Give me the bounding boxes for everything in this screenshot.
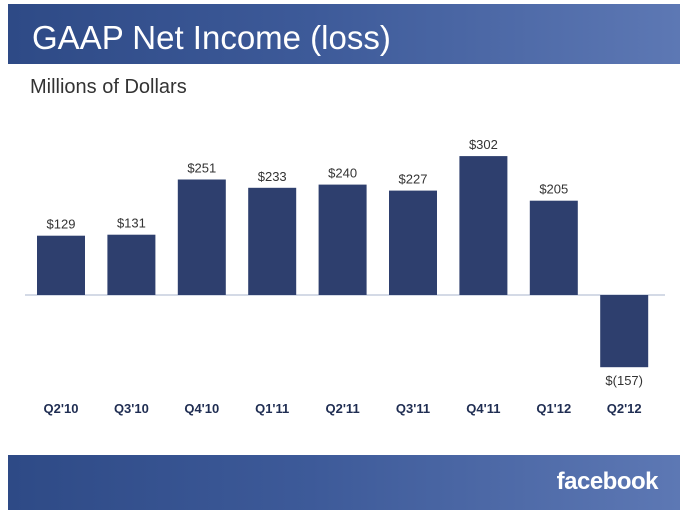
bar-7: [529, 200, 578, 295]
x-tick-label-5: Q3'11: [396, 401, 430, 416]
facebook-logo: facebook: [556, 468, 659, 495]
data-label-3: $233: [258, 169, 287, 184]
bar-4: [318, 184, 367, 295]
data-label-1: $131: [117, 216, 146, 231]
data-label-2: $251: [187, 161, 216, 176]
x-tick-label-8: Q2'12: [607, 401, 642, 416]
x-tick-label-1: Q3'10: [114, 401, 149, 416]
bar-2: [177, 179, 226, 295]
x-tick-label-4: Q2'11: [326, 401, 360, 416]
bar-1: [107, 234, 156, 295]
bar-3: [248, 187, 297, 295]
title-banner: GAAP Net Income (loss): [8, 4, 680, 64]
x-tick-label-2: Q4'10: [184, 401, 219, 416]
x-tick-label-6: Q4'11: [466, 401, 500, 416]
x-tick-label-0: Q2'10: [44, 401, 79, 416]
x-tick-label-3: Q1'11: [255, 401, 289, 416]
data-label-0: $129: [47, 217, 76, 232]
data-label-4: $240: [328, 166, 357, 181]
bar-5: [389, 190, 437, 295]
footer-banner: facebook: [8, 455, 680, 510]
data-label-7: $205: [539, 182, 568, 197]
bar-6: [459, 156, 508, 295]
x-tick-label-7: Q1'12: [536, 401, 571, 416]
bar-8: [600, 295, 649, 368]
data-label-8: $(157): [605, 373, 643, 388]
data-label-6: $302: [469, 137, 498, 152]
data-label-5: $227: [399, 172, 428, 187]
bar-0: [37, 235, 85, 295]
chart-subtitle: Millions of Dollars: [30, 76, 187, 98]
chart-title: GAAP Net Income (loss): [32, 19, 391, 56]
bar-chart: $129 Q2'10 $131 Q3'10 $251 Q4'10 $233 Q1'11 $240…: [25, 137, 665, 416]
